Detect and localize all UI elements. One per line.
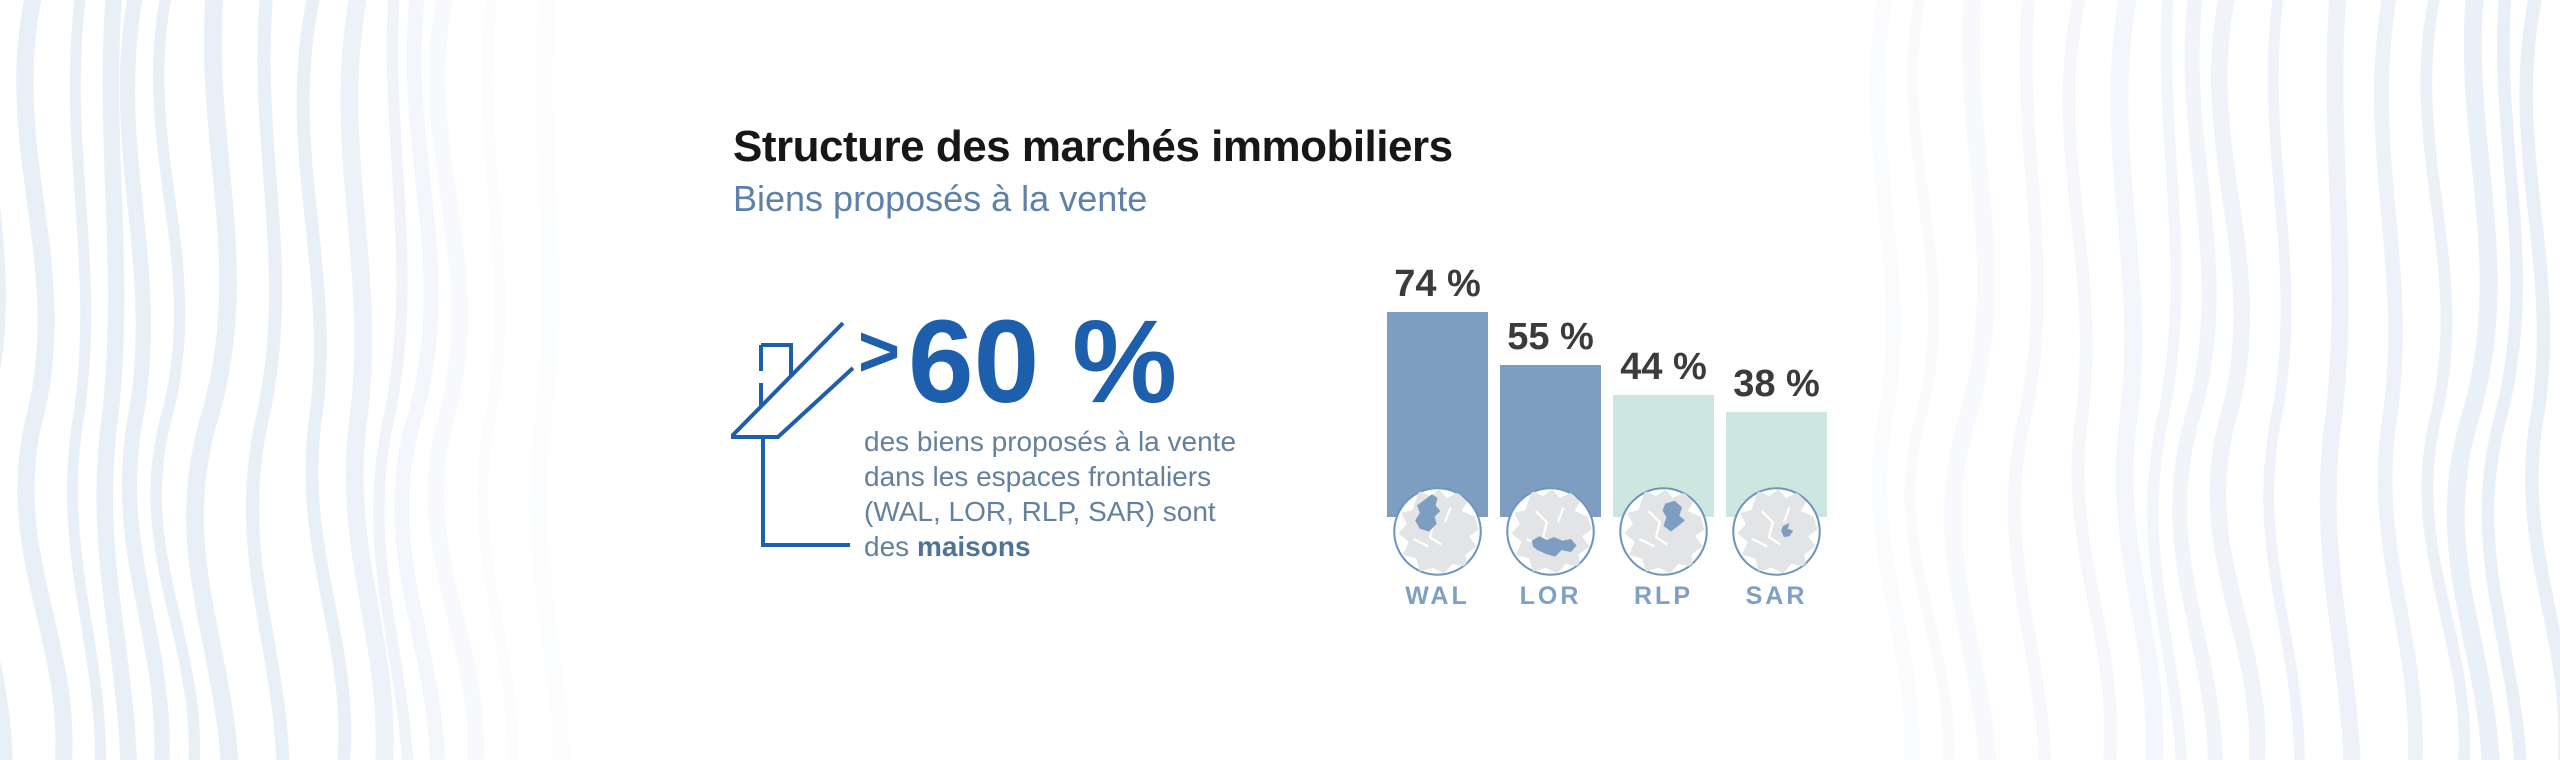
- house-chimney: [761, 343, 793, 376]
- wave-line: [2263, 0, 2305, 760]
- map-wal-icon: [1391, 485, 1484, 578]
- bar-column-rlp: 44 % RLP: [1613, 262, 1714, 622]
- house-roof: [731, 321, 855, 439]
- wave-line: [296, 0, 352, 760]
- wave-line: [245, 0, 290, 760]
- wave-line: [119, 0, 170, 760]
- bar-wal: [1387, 312, 1488, 517]
- bar-column-lor: 55 % LOR: [1500, 262, 1601, 622]
- wave-line: [1869, 0, 1920, 760]
- wave-line: [0, 206, 13, 760]
- wave-line: [2110, 0, 2164, 760]
- wave-line: [2446, 0, 2500, 760]
- wave-line: [2147, 0, 2188, 760]
- category-label-sar: SAR: [1745, 582, 1808, 610]
- wave-line: [340, 0, 394, 760]
- wave-line: [1904, 0, 1955, 760]
- value-label-rlp: 44 %: [1620, 346, 1707, 388]
- key-figure-value: >60 %: [858, 303, 1177, 437]
- wave-line: [2374, 0, 2423, 760]
- wave-line: [427, 0, 484, 760]
- wave-line: [2481, 0, 2527, 760]
- bar-column-sar: 38 % SAR: [1726, 262, 1827, 622]
- bar-chart: 74 % WAL 55 % LOR 44 % RLP 38 % SAR: [1385, 262, 1845, 622]
- bar-column-wal: 74 % WAL: [1387, 262, 1488, 622]
- wave-line: [529, 0, 571, 760]
- key-figure-description: des biens proposés à la vente dans les e…: [864, 424, 1236, 564]
- wave-line: [2062, 0, 2118, 760]
- wave-line: [2007, 0, 2052, 760]
- value-label-lor: 55 %: [1507, 316, 1594, 358]
- wave-line: [1944, 0, 1997, 760]
- wave-line: [2420, 0, 2471, 760]
- description-line-2: dans les espaces frontaliers: [864, 461, 1212, 492]
- house-outline-icon: [731, 321, 855, 547]
- wave-line: [96, 0, 137, 760]
- description-line-4-prefix: des: [864, 531, 917, 562]
- page-title: Structure des marchés immobiliers: [733, 122, 1453, 171]
- wave-line: [2209, 0, 2266, 760]
- wave-line: [2172, 0, 2223, 760]
- map-rlp-icon: [1617, 485, 1710, 578]
- wave-line: [477, 0, 519, 760]
- category-label-rlp: RLP: [1634, 582, 1693, 610]
- wave-line: [394, 0, 445, 760]
- description-line-3: (WAL, LOR, RLP, SAR) sont: [864, 496, 1216, 527]
- map-sar-icon: [1730, 485, 1823, 578]
- description-line-1: des biens proposés à la vente: [864, 426, 1237, 457]
- category-label-wal: WAL: [1405, 582, 1470, 610]
- header: Structure des marchés immobiliers Biens …: [733, 122, 1453, 218]
- map-lor-icon: [1504, 485, 1597, 578]
- category-label-lor: LOR: [1519, 582, 1582, 610]
- page-subtitle: Biens proposés à la vente: [733, 178, 1148, 219]
- key-figure-number: 60 %: [908, 296, 1178, 428]
- value-label-sar: 38 %: [1733, 363, 1820, 405]
- house-wall-floor: [761, 439, 850, 547]
- wave-line: [186, 0, 239, 760]
- wave-line: [16, 0, 73, 760]
- wave-line: [66, 0, 107, 760]
- wave-line: [150, 0, 201, 760]
- wave-line: [373, 0, 414, 760]
- greater-than-sign: >: [858, 312, 901, 392]
- wave-line: [2519, 0, 2560, 760]
- wave-line: [2319, 0, 2361, 760]
- emphasis-maisons: maisons: [916, 531, 1031, 562]
- value-label-wal: 74 %: [1394, 263, 1481, 305]
